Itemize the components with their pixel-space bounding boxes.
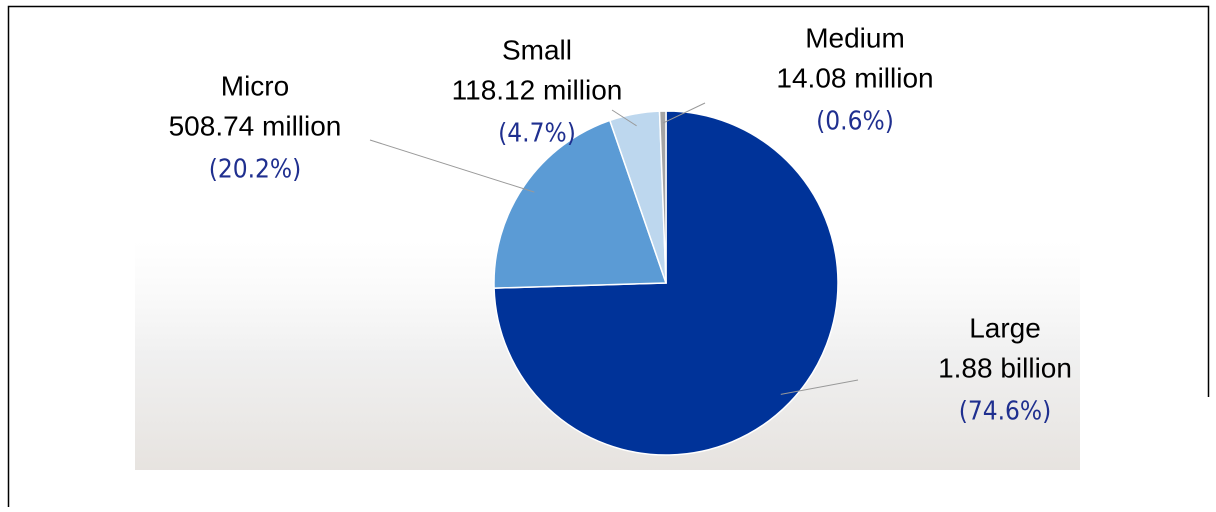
slice-amount: 14.08 million (776, 62, 933, 93)
slice-percent: (0.6%) (816, 107, 894, 137)
frame (7, 5, 1210, 507)
slice-category: Medium (805, 22, 905, 53)
slice-category: Large (969, 312, 1041, 343)
leader-line (662, 102, 706, 124)
slice-amount: 508.74 million (169, 110, 342, 141)
slice-category: Small (502, 34, 572, 65)
leader-line (780, 379, 859, 395)
pie-slice (493, 119, 668, 289)
leader-line (611, 109, 637, 127)
slice-amount: 118.12 million (452, 74, 623, 105)
leader-line (369, 139, 535, 193)
slice-percent: (74.6%) (959, 397, 1052, 427)
slice-category: Micro (221, 70, 289, 101)
pie-slice (658, 110, 667, 284)
slice-amount: 1.88 billion (938, 352, 1072, 383)
slice-percent: (20.2%) (209, 155, 302, 185)
pie (493, 110, 839, 456)
slice-percent: (4.7%) (498, 119, 576, 149)
